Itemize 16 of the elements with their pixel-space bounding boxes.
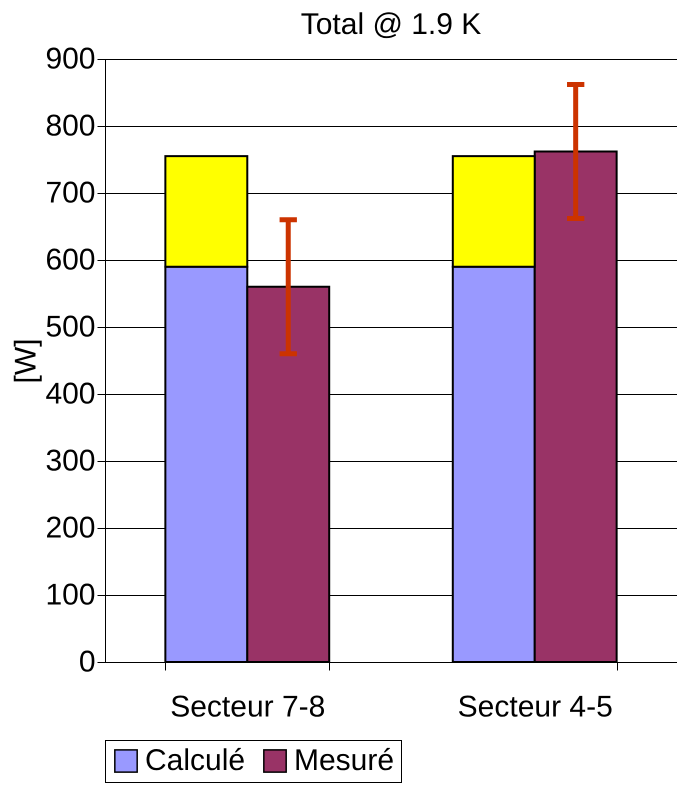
y-tick-label: 100 bbox=[45, 578, 96, 612]
y-tick-label: 800 bbox=[45, 110, 96, 142]
x-tick-label: Secteur 4-5 bbox=[458, 690, 613, 724]
y-tick-label: 0 bbox=[78, 646, 96, 678]
x-tick-label: Secteur 7-8 bbox=[170, 690, 326, 724]
legend-label: Mesuré bbox=[294, 744, 394, 777]
y-tick-label: 300 bbox=[45, 444, 96, 478]
y-tick-label: 400 bbox=[45, 378, 96, 410]
y-tick-label: 600 bbox=[45, 244, 96, 276]
legend-label: Calculé bbox=[145, 744, 246, 777]
chart-title: Total @ 1.9 K bbox=[300, 8, 482, 41]
y-tick-label: 700 bbox=[45, 176, 96, 210]
y-tick-label: 500 bbox=[45, 310, 96, 344]
y-axis-title: [W] bbox=[9, 338, 42, 384]
y-tick-label: 900 bbox=[45, 42, 96, 76]
y-tick-label: 200 bbox=[45, 512, 96, 544]
